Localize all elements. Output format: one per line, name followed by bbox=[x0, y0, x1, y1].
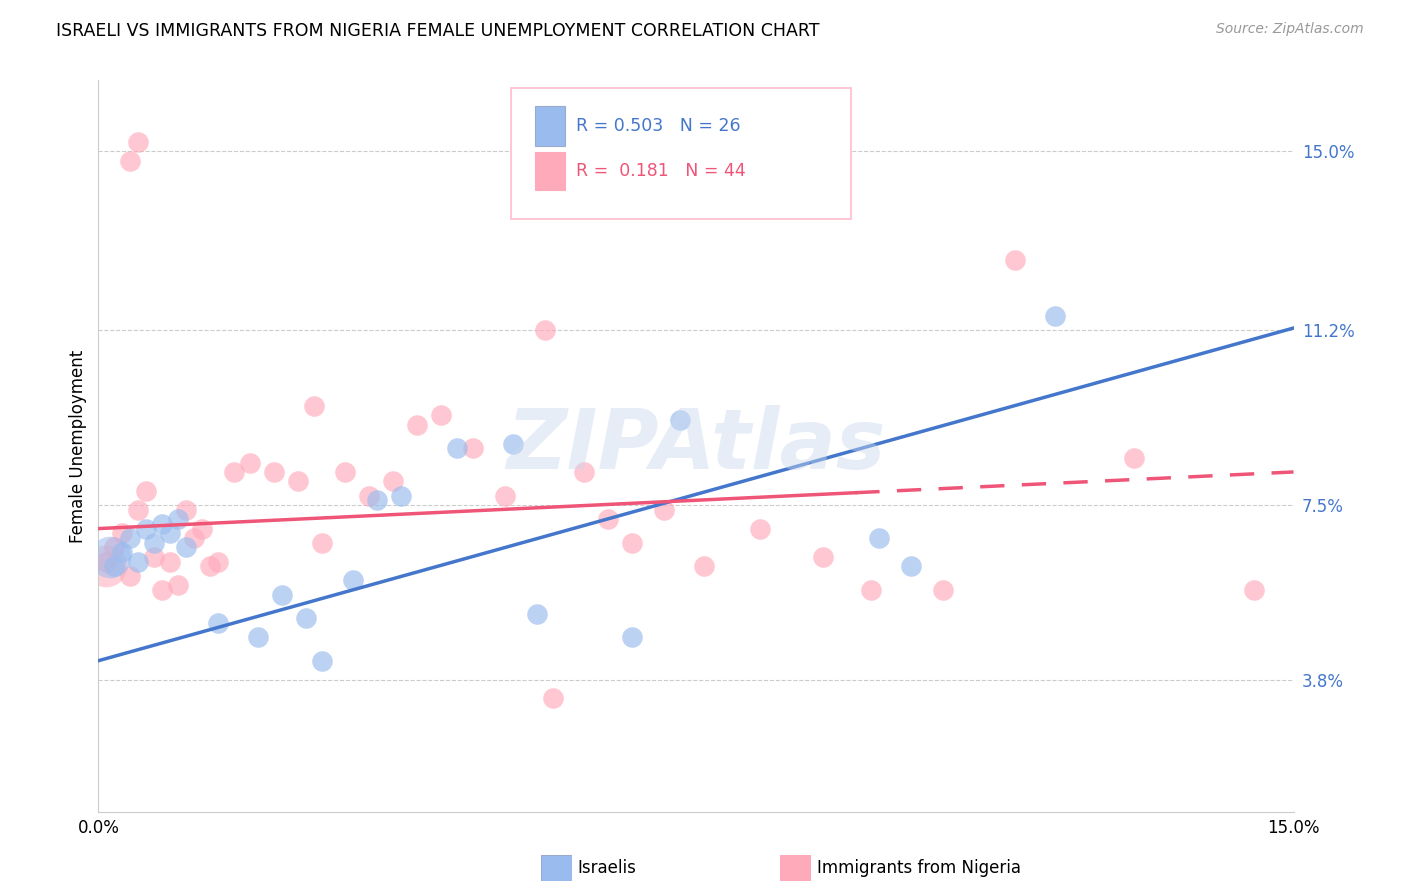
Point bbox=[174, 541, 197, 555]
Text: ZIPAtlas: ZIPAtlas bbox=[506, 406, 886, 486]
Point bbox=[1043, 310, 1066, 324]
Point bbox=[382, 475, 405, 489]
Text: R =  0.181   N = 44: R = 0.181 N = 44 bbox=[576, 162, 747, 180]
Point bbox=[461, 442, 484, 456]
Text: ISRAELI VS IMMIGRANTS FROM NIGERIA FEMALE UNEMPLOYMENT CORRELATION CHART: ISRAELI VS IMMIGRANTS FROM NIGERIA FEMAL… bbox=[56, 22, 820, 40]
Point bbox=[120, 153, 142, 168]
Text: Israelis: Israelis bbox=[578, 859, 637, 877]
Point bbox=[270, 588, 292, 602]
Point bbox=[191, 522, 214, 536]
Point bbox=[868, 531, 890, 545]
Point bbox=[167, 512, 190, 526]
Point bbox=[111, 526, 134, 541]
Point bbox=[127, 555, 149, 569]
Bar bbox=[534, 152, 565, 190]
Point bbox=[502, 436, 524, 450]
Point bbox=[860, 582, 883, 597]
Point bbox=[120, 568, 142, 582]
Point bbox=[900, 559, 922, 574]
Point bbox=[127, 502, 149, 516]
Point bbox=[135, 522, 157, 536]
Point bbox=[287, 475, 309, 489]
Point bbox=[574, 465, 596, 479]
Point bbox=[143, 549, 166, 564]
Point bbox=[932, 582, 955, 597]
Text: R = 0.503   N = 26: R = 0.503 N = 26 bbox=[576, 117, 741, 135]
Point bbox=[430, 409, 453, 423]
Point bbox=[246, 630, 269, 644]
Point bbox=[159, 555, 181, 569]
Point bbox=[120, 531, 142, 545]
Point bbox=[222, 465, 245, 479]
Point bbox=[150, 582, 173, 597]
Point bbox=[406, 417, 429, 432]
Point bbox=[621, 630, 644, 644]
Bar bbox=[534, 106, 565, 146]
Point bbox=[98, 549, 122, 564]
Point bbox=[748, 522, 770, 536]
Point bbox=[311, 654, 333, 668]
Text: Source: ZipAtlas.com: Source: ZipAtlas.com bbox=[1216, 22, 1364, 37]
Point bbox=[342, 574, 364, 588]
Point bbox=[1004, 252, 1026, 267]
Point bbox=[239, 456, 262, 470]
Point bbox=[669, 413, 692, 427]
Point bbox=[1123, 450, 1146, 465]
Point bbox=[207, 555, 229, 569]
Point bbox=[813, 549, 835, 564]
Point bbox=[167, 578, 190, 592]
Point bbox=[143, 535, 166, 549]
Point bbox=[359, 489, 381, 503]
Point bbox=[183, 531, 205, 545]
Point bbox=[311, 535, 333, 549]
Point bbox=[207, 615, 229, 630]
FancyBboxPatch shape bbox=[510, 87, 852, 219]
Point bbox=[494, 489, 516, 503]
Point bbox=[127, 135, 149, 149]
Point bbox=[533, 323, 555, 337]
Point bbox=[526, 607, 548, 621]
Point bbox=[652, 502, 675, 516]
Point bbox=[159, 526, 181, 541]
Point bbox=[1243, 582, 1265, 597]
Text: Immigrants from Nigeria: Immigrants from Nigeria bbox=[817, 859, 1021, 877]
Point bbox=[263, 465, 285, 479]
Point bbox=[174, 502, 197, 516]
Point bbox=[446, 442, 468, 456]
Point bbox=[294, 611, 316, 625]
Point bbox=[693, 559, 716, 574]
Point bbox=[96, 559, 118, 574]
Point bbox=[389, 489, 412, 503]
Point bbox=[103, 559, 125, 574]
Point bbox=[366, 493, 388, 508]
Point bbox=[135, 483, 157, 498]
Point bbox=[302, 399, 325, 413]
Point bbox=[541, 691, 564, 706]
Point bbox=[198, 559, 221, 574]
Point bbox=[111, 545, 134, 559]
Point bbox=[598, 512, 620, 526]
Point bbox=[103, 541, 125, 555]
Point bbox=[96, 555, 118, 569]
Point bbox=[335, 465, 357, 479]
Point bbox=[621, 535, 644, 549]
Point bbox=[150, 516, 173, 531]
Y-axis label: Female Unemployment: Female Unemployment bbox=[69, 350, 87, 542]
